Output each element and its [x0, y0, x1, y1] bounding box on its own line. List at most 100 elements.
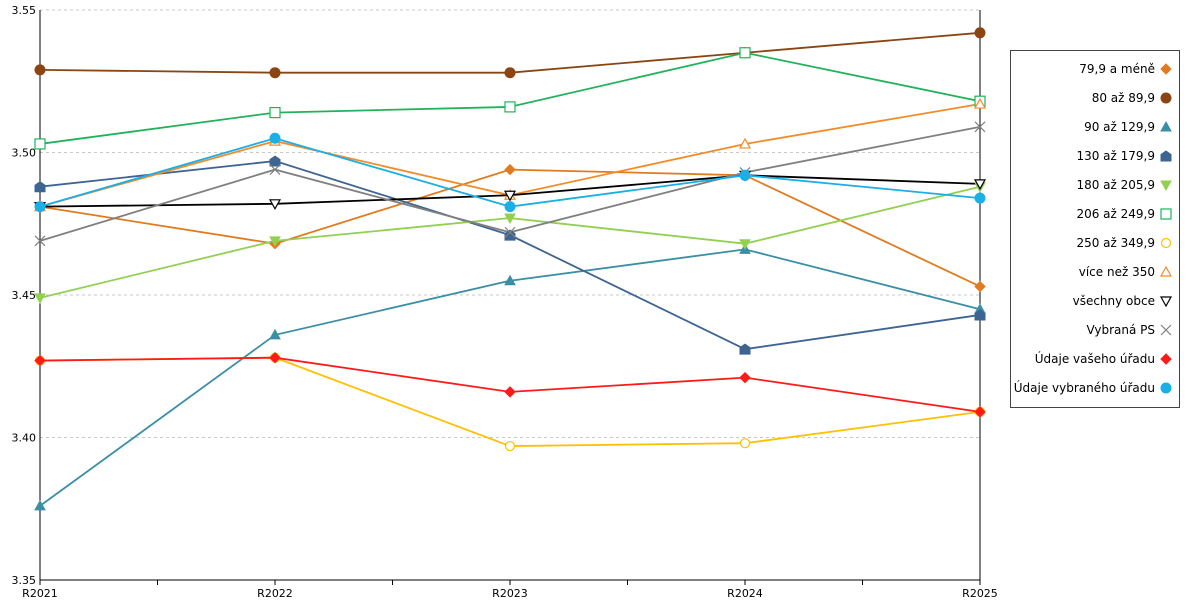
- series-line: [39, 31, 981, 74]
- legend-marker-shape: [1160, 180, 1172, 192]
- legend-label: 250 až 349,9: [1076, 236, 1155, 250]
- axes: [39, 10, 981, 585]
- data-point: [504, 67, 516, 79]
- data-point: [268, 199, 282, 211]
- data-point: [34, 138, 46, 150]
- series-line: [39, 168, 981, 288]
- x-tick-label: R2021: [22, 587, 58, 600]
- legend-marker-icon: [1160, 150, 1172, 162]
- x-tick-label: R2025: [962, 587, 998, 600]
- data-point: [739, 47, 751, 59]
- data-point: [269, 132, 281, 144]
- data-point: [34, 293, 46, 304]
- data-point: [973, 97, 987, 109]
- legend-label: 90 až 129,9: [1084, 120, 1155, 134]
- data-point: [504, 229, 516, 241]
- data-point: [34, 201, 46, 213]
- legend-label: 79,9 a méně: [1079, 62, 1155, 76]
- data-point: [738, 137, 752, 149]
- data-point: [974, 309, 986, 321]
- data-point: [34, 235, 46, 247]
- tick-labels: 3.35 3.40 3.45 3.50 3.55 R2021 R2022 R2023 R2024…: [12, 4, 998, 600]
- legend-marker-shape: [1160, 63, 1172, 75]
- legend-marker-shape: [1160, 353, 1172, 365]
- legend-item: 130 až 179,9: [1076, 147, 1173, 165]
- legend-marker-shape: [1159, 296, 1173, 308]
- legend-marker-shape: [1160, 382, 1172, 394]
- data-point: [269, 67, 281, 79]
- y-tick-label: 3.45: [12, 289, 37, 302]
- legend-label: Údaje vašeho úřadu: [1034, 352, 1155, 366]
- y-tick-label: 3.55: [12, 4, 37, 17]
- legend-label: více než 350: [1078, 265, 1155, 279]
- legend-marker-shape: [1160, 237, 1172, 249]
- data-point: [503, 190, 517, 202]
- data-point: [739, 169, 751, 181]
- legend-label: 180 až 205,9: [1076, 178, 1155, 192]
- legend-item: Údaje vašeho úřadu: [1035, 350, 1173, 368]
- legend-item: 79,9 a méně: [1079, 60, 1173, 78]
- data-point: [739, 343, 751, 355]
- data-point: [974, 27, 986, 39]
- series-markers: [33, 27, 987, 511]
- legend-marker-shape: [1160, 120, 1172, 132]
- data-point: [269, 164, 281, 176]
- data-point: [269, 155, 281, 167]
- data-point: [269, 106, 281, 119]
- data-point: [34, 181, 46, 193]
- data-point: [34, 64, 46, 76]
- data-point: [269, 328, 281, 340]
- legend-item: Údaje vybraného úřadu: [1014, 379, 1173, 397]
- data-point: [504, 386, 516, 398]
- data-point: [269, 236, 281, 247]
- y-tick-label: 3.35: [12, 574, 37, 587]
- legend-marker-shape: [1160, 208, 1172, 220]
- legend-marker-icon: [1160, 324, 1172, 336]
- legend-marker-icon: [1159, 296, 1173, 308]
- data-point: [504, 274, 516, 286]
- y-tick-label: 3.40: [12, 432, 37, 445]
- legend-marker-icon: [1160, 237, 1172, 249]
- legend-marker-icon: [1160, 120, 1172, 132]
- data-point: [974, 192, 986, 204]
- data-point: [739, 371, 751, 384]
- legend-marker-shape: [1160, 150, 1172, 162]
- data-point: [974, 121, 986, 133]
- gridlines: [40, 9, 980, 438]
- legend-marker-shape: [1160, 324, 1172, 336]
- data-point: [504, 440, 516, 452]
- data-point: [739, 438, 751, 449]
- data-point: [504, 201, 516, 213]
- data-point: [504, 213, 516, 225]
- y-tick-label: 3.50: [12, 147, 37, 160]
- legend-marker-icon: [1160, 63, 1172, 75]
- chart-legend: 79,9 a méně 80 až 89,9 90 až 129,9 130 až 1…: [1010, 50, 1180, 408]
- legend-item: 80 až 89,9: [1092, 89, 1173, 107]
- legend-label: Údaje vybraného úřadu: [1013, 381, 1155, 395]
- series-line: [39, 356, 981, 447]
- legend-marker-icon: [1160, 353, 1172, 365]
- legend-marker-icon: [1159, 265, 1173, 277]
- data-point: [504, 101, 516, 113]
- data-point: [973, 179, 987, 191]
- x-tick-label: R2022: [257, 587, 293, 600]
- legend-item: 90 až 129,9: [1084, 118, 1173, 136]
- legend-label: Vybraná PS: [1086, 323, 1155, 337]
- legend-marker-icon: [1160, 208, 1172, 220]
- legend-marker-icon: [1160, 92, 1172, 104]
- legend-marker-icon: [1160, 180, 1172, 192]
- data-point: [269, 351, 281, 364]
- data-point: [34, 499, 46, 511]
- legend-label: všechny obce: [1072, 294, 1155, 308]
- legend-item: 206 až 249,9: [1076, 205, 1173, 223]
- legend-label: 206 až 249,9: [1076, 207, 1155, 221]
- legend-item: 250 až 349,9: [1076, 234, 1173, 252]
- data-point: [34, 354, 46, 367]
- legend-item: Vybraná PS: [1086, 321, 1173, 339]
- series-line: [39, 248, 981, 507]
- legend-marker-shape: [1160, 92, 1172, 104]
- legend-marker-shape: [1159, 265, 1173, 277]
- legend-marker-icon: [1160, 382, 1172, 394]
- legend-item: 180 až 205,9: [1076, 176, 1173, 194]
